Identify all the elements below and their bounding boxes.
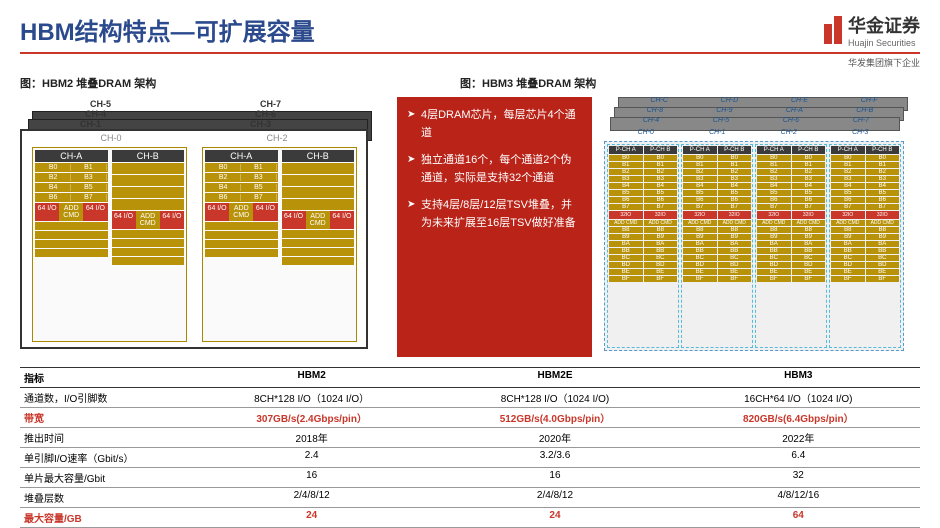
caption-hbm3: 图：HBM3 堆叠DRAM 架构 <box>460 75 596 91</box>
hbm3-diagram: CH-CCH-DCH-ECH-F CH-8CH-9CH-ACH-B CH-4CH… <box>604 97 914 357</box>
page-title: HBM结构特点—可扩展容量 <box>20 12 315 47</box>
hbm2-diagram: CH-5 CH-7 CH-4 CH-6 CH-1 CH-3 CH-0CH-2 C… <box>20 97 385 357</box>
brand-name: 华金证券 <box>848 12 920 38</box>
bullet-item: 独立通道16个，每个通道2个伪通道，实际是支持32个通道 <box>407 152 582 187</box>
caption-hbm2: 图：HBM2 堆叠DRAM 架构 <box>20 75 380 91</box>
brand-sub: 华发集团旗下企业 <box>0 54 940 69</box>
feature-bullets: 4层DRAM芯片，每层芯片4个通道独立通道16个，每个通道2个伪通道，实际是支持… <box>397 97 592 357</box>
brand-en: Huajin Securities <box>848 38 920 48</box>
hbm2-die: CH-AB0B1B2B3B4B5B6B7 64 I/OADD CMD64 I/O… <box>32 147 187 342</box>
spec-table: 指标HBM2HBM2EHBM3通道数，I/O引脚数8CH*128 I/O（102… <box>20 367 920 528</box>
hbm2-die: CH-AB0B1B2B3B4B5B6B7 64 I/OADD CMD64 I/O… <box>202 147 357 342</box>
bullet-item: 4层DRAM芯片，每层芯片4个通道 <box>407 107 582 142</box>
brand-logo: 华金证券 Huajin Securities <box>824 12 920 48</box>
bullet-item: 支持4层/8层/12层TSV堆叠，并为未来扩展至16层TSV做好准备 <box>407 197 582 232</box>
logo-icon <box>824 16 842 44</box>
